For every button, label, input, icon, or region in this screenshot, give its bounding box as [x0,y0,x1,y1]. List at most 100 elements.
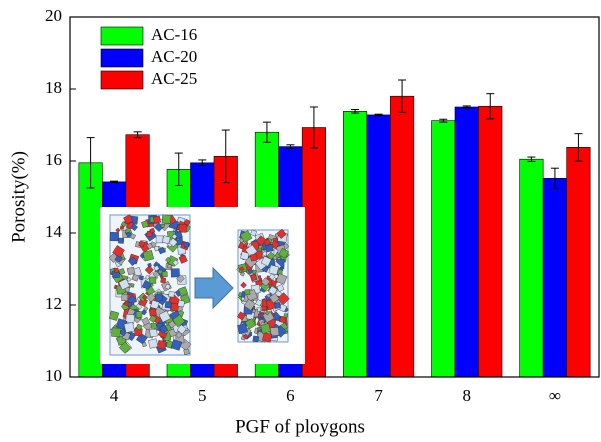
particle [171,233,178,240]
particle [153,245,160,252]
particle [154,293,164,302]
particle [242,333,249,340]
inset-image [100,207,305,364]
error-bar [486,93,495,120]
particle [141,342,147,348]
particle [125,231,132,238]
error-bar [374,113,383,117]
particle [177,299,186,308]
particle [158,310,171,323]
inset-arrow [194,266,234,310]
error-bar [221,129,230,184]
particle [172,259,179,266]
particle [168,320,177,329]
particle [135,311,143,318]
error-bar [574,133,583,162]
particle [263,238,271,247]
particle [277,292,290,305]
y-axis-label: Porosity(%) [8,151,29,243]
legend-label: AC-25 [151,69,197,88]
particle [160,277,167,284]
particle [153,265,160,272]
particle [178,254,188,264]
particle [148,308,157,317]
particle [147,262,152,268]
particle [148,338,159,349]
particle [119,328,128,337]
particle [141,317,150,326]
x-tick-label: 6 [286,386,295,405]
particle [240,281,247,289]
particle [172,314,186,328]
particle [243,298,256,311]
bar [390,95,415,378]
particle [123,214,134,225]
bar [301,127,326,378]
particle [170,268,180,278]
particle [255,235,267,246]
legend-swatch [100,70,144,90]
particle [144,265,154,275]
particle [178,286,189,297]
particle [120,225,125,230]
particle [170,339,183,351]
particle [270,327,280,337]
error-bar [110,180,119,184]
particle [142,250,155,262]
error-bar [550,167,559,189]
particle [142,294,148,300]
particle [157,246,166,255]
error-bar [527,156,536,162]
particle [239,266,245,272]
bar [366,114,391,378]
particle [268,285,278,296]
particle [183,241,190,248]
legend-label: AC-20 [151,47,197,66]
particle [128,256,138,267]
particle [140,309,148,316]
particle [108,310,120,321]
particle [112,245,125,258]
particle [255,299,263,307]
particle [249,273,258,282]
particle [150,322,157,329]
particle [115,227,121,233]
legend-swatch [100,48,144,68]
error-bar [309,106,318,149]
error-bar [86,137,95,189]
particle [170,302,180,312]
y-tick-label: 10 [45,366,62,385]
y-tick-label: 12 [45,294,62,313]
particle [118,237,125,244]
particle [279,315,287,324]
bar [78,162,103,378]
particle [113,267,119,274]
particle [161,214,172,224]
particle [118,278,131,291]
particle [268,264,279,276]
legend: AC-16 AC-20 AC-25 [100,25,197,90]
particle [111,327,121,338]
y-tick-label: 18 [45,78,62,97]
particle [250,229,258,237]
particle [165,256,172,264]
particle [268,273,276,281]
particle [236,311,246,321]
particle [262,332,273,343]
y-tick-label: 20 [45,6,62,25]
particle [244,318,257,330]
particle [247,268,254,275]
particle [127,302,132,307]
particle [141,220,149,229]
particle [126,277,132,282]
y-tick-label: 16 [45,150,62,169]
particle [244,289,251,296]
particle [264,310,270,316]
particle [266,251,276,260]
particle [146,242,154,250]
particle [249,253,258,262]
particle [252,335,260,343]
particle [159,324,169,334]
y-tick-label: 14 [45,222,63,241]
particle [152,270,160,278]
